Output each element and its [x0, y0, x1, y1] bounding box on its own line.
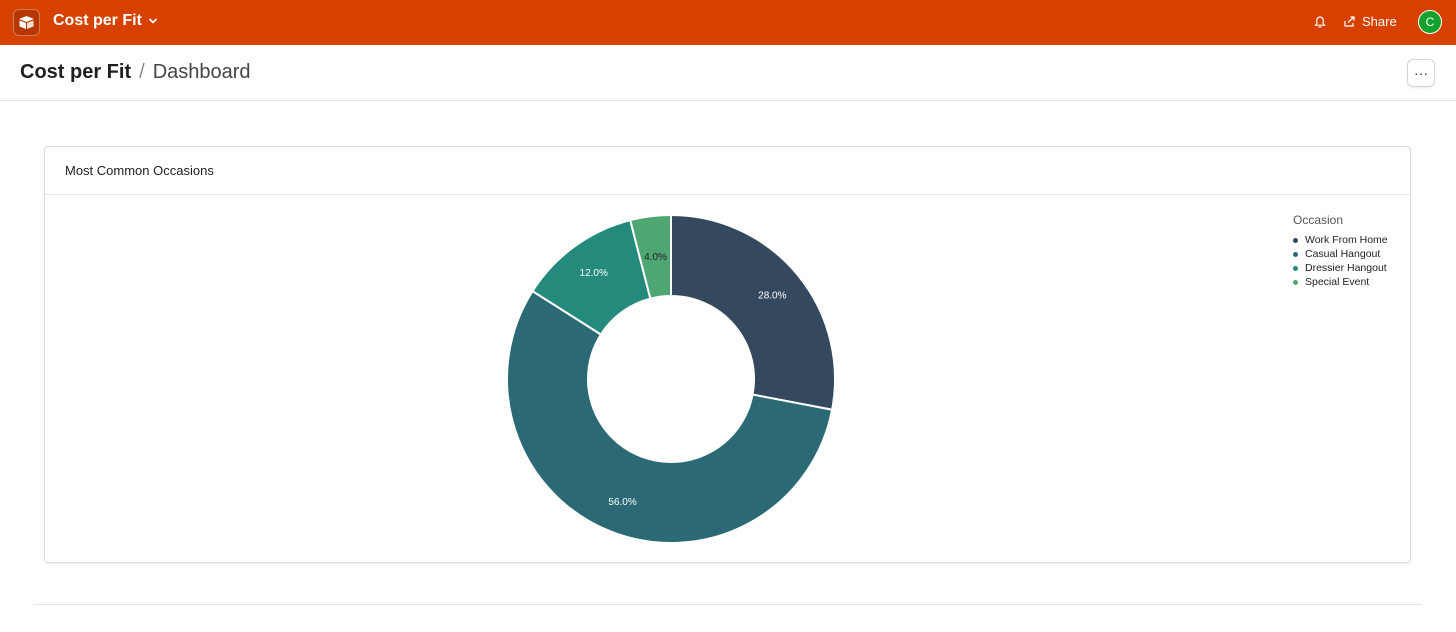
- chart-title: Most Common Occasions: [65, 163, 214, 178]
- donut-slice-casual-hangout[interactable]: [506, 289, 834, 544]
- legend-item[interactable]: Work From Home: [1293, 233, 1388, 247]
- legend-label: Dressier Hangout: [1305, 262, 1387, 274]
- legend-swatch: [1293, 265, 1298, 271]
- slice-label: 28.0%: [758, 291, 786, 302]
- breadcrumb-separator: /: [139, 61, 145, 83]
- slice-label: 56.0%: [608, 497, 636, 508]
- legend-label: Special Event: [1305, 276, 1370, 288]
- legend-label: Work From Home: [1305, 234, 1388, 246]
- top-bar: Cost per Fit Share C: [0, 0, 1456, 45]
- more-options-button[interactable]: ···: [1407, 59, 1435, 87]
- chart-card: Most Common Occasions 28.0% 56.0% 12.0% 4.0…: [44, 146, 1411, 563]
- slice-label: 4.0%: [644, 252, 667, 263]
- share-label: Share: [1362, 14, 1397, 29]
- breadcrumb: Cost per Fit / Dashboard: [20, 61, 251, 84]
- legend-item[interactable]: Special Event: [1293, 275, 1388, 289]
- chart-card-header: Most Common Occasions: [45, 147, 1410, 195]
- more-icon: ···: [1414, 65, 1428, 81]
- legend-label: Casual Hangout: [1305, 248, 1381, 260]
- legend-swatch: [1293, 237, 1298, 243]
- page-title: Dashboard: [152, 61, 251, 83]
- app-title: Cost per Fit: [53, 12, 142, 29]
- chevron-down-icon: [148, 18, 157, 24]
- app-title-menu[interactable]: Cost per Fit: [53, 12, 158, 30]
- divider: [33, 604, 1422, 605]
- legend-swatch: [1293, 279, 1298, 285]
- legend-swatch: [1293, 251, 1298, 257]
- slice-label: 12.0%: [580, 268, 608, 279]
- donut-slice-work-from-home[interactable]: [670, 213, 836, 411]
- legend-item[interactable]: Dressier Hangout: [1293, 261, 1388, 275]
- bell-icon[interactable]: [1313, 15, 1327, 29]
- legend-title: Occasion: [1293, 213, 1344, 227]
- page-header: Cost per Fit / Dashboard ···: [0, 45, 1456, 101]
- donut-chart: 28.0% 56.0% 12.0% 4.0%: [506, 213, 836, 544]
- legend-item[interactable]: Casual Hangout: [1293, 247, 1388, 261]
- app-logo-icon[interactable]: [13, 9, 40, 36]
- share-icon: [1344, 16, 1355, 27]
- chart-legend: Occasion Work From Home Casual Hangout Dre…: [1293, 213, 1388, 289]
- share-button[interactable]: Share: [1343, 14, 1397, 29]
- breadcrumb-base[interactable]: Cost per Fit: [20, 61, 132, 83]
- avatar[interactable]: C: [1418, 10, 1442, 34]
- avatar-initial: C: [1425, 15, 1435, 29]
- donut-slice-special-event[interactable]: [628, 213, 672, 300]
